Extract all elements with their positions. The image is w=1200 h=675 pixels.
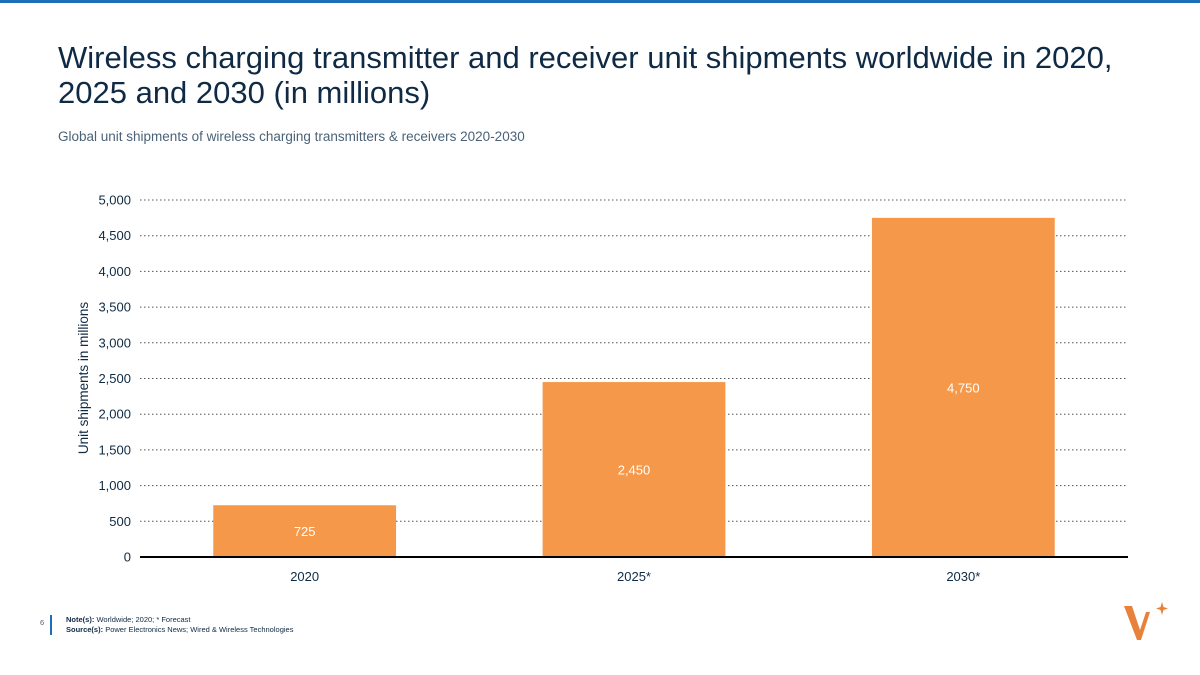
y-tick-label-8: 4,000	[98, 264, 131, 279]
source-label: Source(s):	[66, 625, 104, 634]
y-axis-label: Unit shipments in millions	[76, 302, 91, 455]
page-subtitle: Global unit shipments of wireless chargi…	[58, 129, 525, 144]
page-number: 6	[40, 618, 45, 627]
y-tick-label-2: 1,000	[98, 478, 131, 493]
y-tick-label-6: 3,000	[98, 335, 131, 350]
x-tick-label-2025: 2025*	[617, 569, 651, 584]
bar-value-label-2030: 4,750	[947, 380, 980, 395]
top-accent-bar	[0, 0, 1200, 3]
y-tick-label-10: 5,000	[98, 193, 131, 208]
y-tick-label-1: 500	[109, 514, 131, 529]
x-tick-label-2030: 2030*	[946, 569, 980, 584]
y-tick-label-9: 4,500	[98, 228, 131, 243]
y-tick-label-0: 0	[124, 550, 131, 565]
brand-logo	[1124, 602, 1168, 640]
notes-label: Note(s):	[66, 615, 95, 624]
gridlines	[140, 199, 1128, 522]
y-axis-ticks: 0 500 1,000 1,500 2,000 2,500 3,000 3,500 4,000 4…	[98, 193, 131, 565]
y-tick-label-3: 1,500	[98, 442, 131, 457]
x-tick-label-2020: 2020	[290, 569, 319, 584]
footer-divider	[50, 615, 52, 635]
bar-2020	[213, 505, 397, 557]
bar-chart: 0 500 1,000 1,500 2,000 2,500 3,000 3,500 4,000 4…	[76, 193, 1128, 584]
notes-text: Worldwide; 2020; * Forecast	[96, 615, 191, 624]
bar-value-label-2025: 2,450	[618, 463, 651, 478]
y-tick-label-7: 3,500	[98, 300, 131, 315]
x-axis-ticks: 2020 2025* 2030*	[290, 569, 980, 584]
y-tick-label-5: 2,500	[98, 371, 131, 386]
page-title: Wireless charging transmitter and receiv…	[58, 40, 1113, 110]
footer-notes: Note(s): Worldwide; 2020; * Forecast Sou…	[66, 615, 293, 635]
bar-2025	[542, 382, 726, 557]
bars: 725 2,450 4,750	[213, 217, 1055, 557]
y-tick-label-4: 2,000	[98, 407, 131, 422]
bar-value-label-2020: 725	[294, 524, 316, 539]
bar-2030	[871, 217, 1055, 557]
source-text: Power Electronics News; Wired & Wireless…	[105, 625, 294, 634]
